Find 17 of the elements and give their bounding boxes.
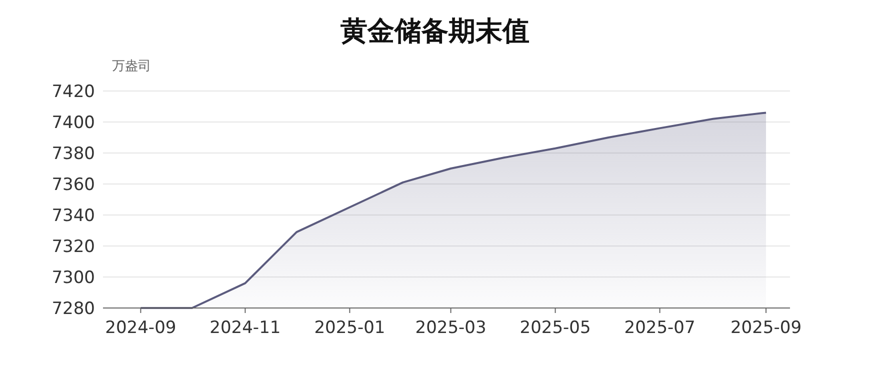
- y-tick-label: 7340: [52, 206, 95, 226]
- x-tick-label: 2025-09: [730, 318, 802, 338]
- y-tick-label: 7400: [52, 113, 95, 133]
- x-tick-label: 2024-11: [210, 318, 281, 338]
- y-tick-label: 7420: [52, 82, 95, 102]
- x-tick-label: 2025-03: [415, 318, 486, 338]
- chart-title: 黄金储备期末值: [340, 16, 530, 47]
- x-tick-label: 2025-05: [520, 318, 591, 338]
- x-tick-label: 2025-01: [314, 318, 386, 338]
- x-tick-label: 2025-07: [624, 318, 696, 338]
- y-tick-label: 7380: [52, 144, 95, 164]
- x-tick-label: 2024-09: [105, 318, 176, 338]
- y-tick-label: 7320: [52, 237, 95, 257]
- y-axis-title: 万盎司: [112, 59, 151, 74]
- y-tick-label: 7360: [52, 175, 95, 195]
- y-tick-label: 7300: [52, 268, 95, 288]
- y-tick-label: 7280: [52, 299, 95, 319]
